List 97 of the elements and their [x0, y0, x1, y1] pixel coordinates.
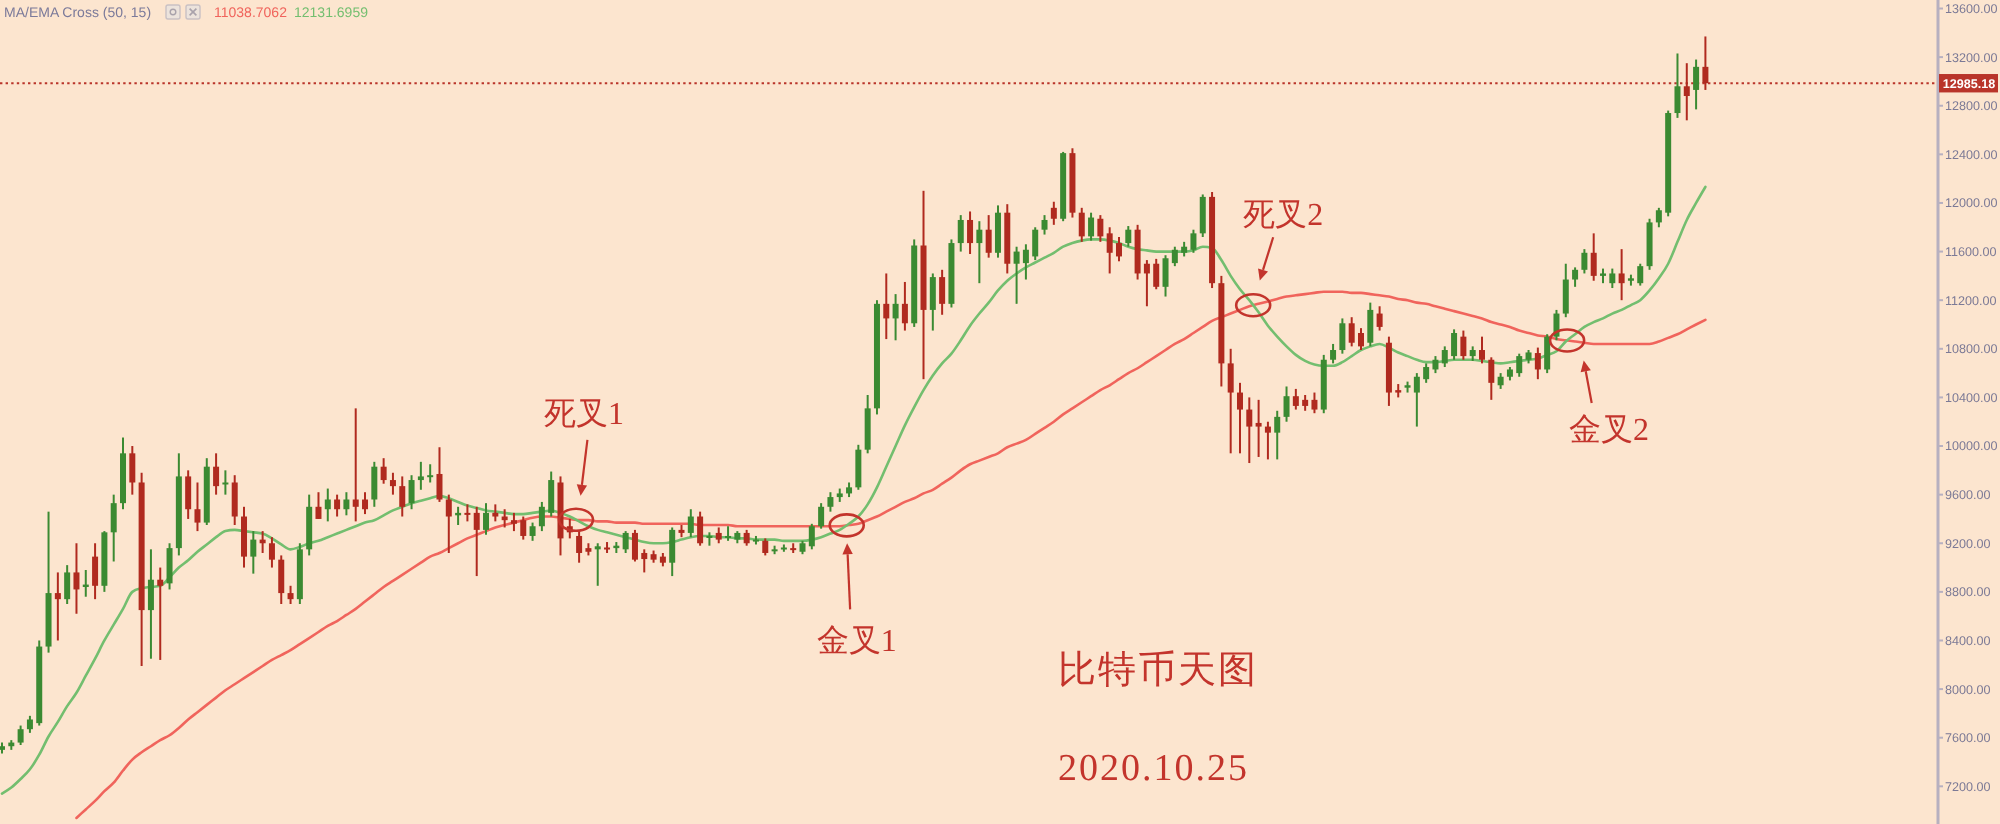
candlestick	[576, 530, 583, 564]
candlestick	[343, 491, 350, 517]
candlestick	[687, 508, 694, 539]
candlestick	[213, 452, 220, 496]
candlestick	[473, 505, 480, 578]
candlestick	[818, 502, 825, 530]
candlestick	[371, 460, 378, 508]
annotation: 2020.10.25	[1058, 748, 1249, 790]
candlestick	[1246, 396, 1253, 465]
candlestick	[892, 293, 899, 342]
candlestick	[241, 505, 248, 569]
candlestick	[994, 204, 1001, 259]
candlestick	[64, 564, 71, 606]
candlestick	[306, 493, 313, 557]
candlestick	[166, 542, 173, 591]
line-series	[0, 185, 1707, 795]
line-series	[75, 290, 1707, 820]
candlestick	[1041, 214, 1048, 236]
candlestick	[1544, 333, 1551, 375]
candlestick	[315, 491, 322, 520]
candlestick	[268, 536, 275, 569]
candlestick	[883, 272, 890, 341]
annotation: 死叉2	[1243, 199, 1324, 234]
candlestick	[222, 469, 229, 496]
candlestick	[1115, 235, 1122, 263]
candlestick	[380, 457, 387, 485]
candlestick	[1097, 214, 1104, 243]
annotation: 比特币天图	[1058, 650, 1258, 692]
candlestick	[529, 521, 536, 542]
candlestick	[1199, 193, 1206, 238]
candlestick	[1618, 248, 1625, 302]
candlestick	[1274, 409, 1281, 461]
candlestick	[1562, 262, 1569, 319]
candlestick	[1581, 248, 1588, 275]
candlestick	[399, 475, 406, 518]
candlestick	[92, 542, 99, 601]
candlestick	[939, 268, 946, 316]
candlestick	[697, 510, 704, 547]
candlestick	[1283, 385, 1290, 423]
candlestick	[1125, 225, 1132, 248]
candlestick	[73, 542, 80, 615]
candlestick	[324, 487, 331, 523]
candlestick	[725, 525, 732, 542]
candlestick	[1264, 420, 1271, 461]
candlestick	[976, 220, 983, 285]
candlestick	[864, 393, 871, 455]
candlestick	[194, 481, 201, 533]
candlestick	[1078, 206, 1085, 243]
candlestick	[436, 446, 443, 503]
candlestick	[278, 554, 285, 606]
candlestick	[157, 566, 164, 661]
annotation: 金叉2	[1569, 414, 1650, 449]
candlestick	[231, 474, 238, 527]
candlestick	[985, 214, 992, 259]
candlestick	[1572, 266, 1579, 288]
candlestick	[808, 522, 815, 551]
candlestick	[389, 471, 396, 496]
candlestick	[1488, 356, 1495, 401]
candlestick	[855, 443, 862, 491]
candlestick	[669, 526, 676, 578]
candlestick	[483, 502, 490, 536]
candlestick	[129, 445, 136, 496]
candlestick	[901, 280, 908, 332]
annotation: 死叉1	[544, 397, 625, 432]
candlestick	[1534, 346, 1541, 381]
candlestick	[1460, 329, 1467, 361]
candlestick	[1236, 381, 1243, 455]
candlestick	[408, 474, 415, 511]
candlestick	[1376, 305, 1383, 332]
candlestick	[110, 493, 117, 563]
candlestick	[1367, 301, 1374, 348]
candlestick	[287, 584, 294, 606]
candlestick	[1227, 347, 1234, 455]
candlestick	[1088, 211, 1095, 242]
candlestick	[1330, 342, 1337, 365]
candlestick	[1339, 317, 1346, 355]
candlestick	[54, 571, 61, 642]
candlestick	[17, 724, 24, 746]
candlestick	[1590, 232, 1597, 282]
candlestick	[622, 530, 629, 554]
candlestick	[967, 210, 974, 256]
annotation: 金叉1	[816, 625, 897, 660]
candlestick	[334, 493, 341, 518]
candlestick	[1050, 200, 1057, 226]
candlestick	[929, 272, 936, 332]
candlestick	[1479, 335, 1485, 365]
candlestick	[1646, 217, 1653, 271]
candlestick	[147, 548, 154, 660]
candlestick	[594, 542, 601, 587]
candlestick	[185, 469, 192, 520]
candlestick	[1693, 58, 1700, 111]
candlestick	[1674, 52, 1681, 119]
candlestick	[1255, 398, 1262, 458]
candlestick	[957, 214, 964, 253]
candlestick	[827, 491, 834, 513]
candlestick	[250, 530, 257, 575]
candlestick	[445, 493, 452, 554]
